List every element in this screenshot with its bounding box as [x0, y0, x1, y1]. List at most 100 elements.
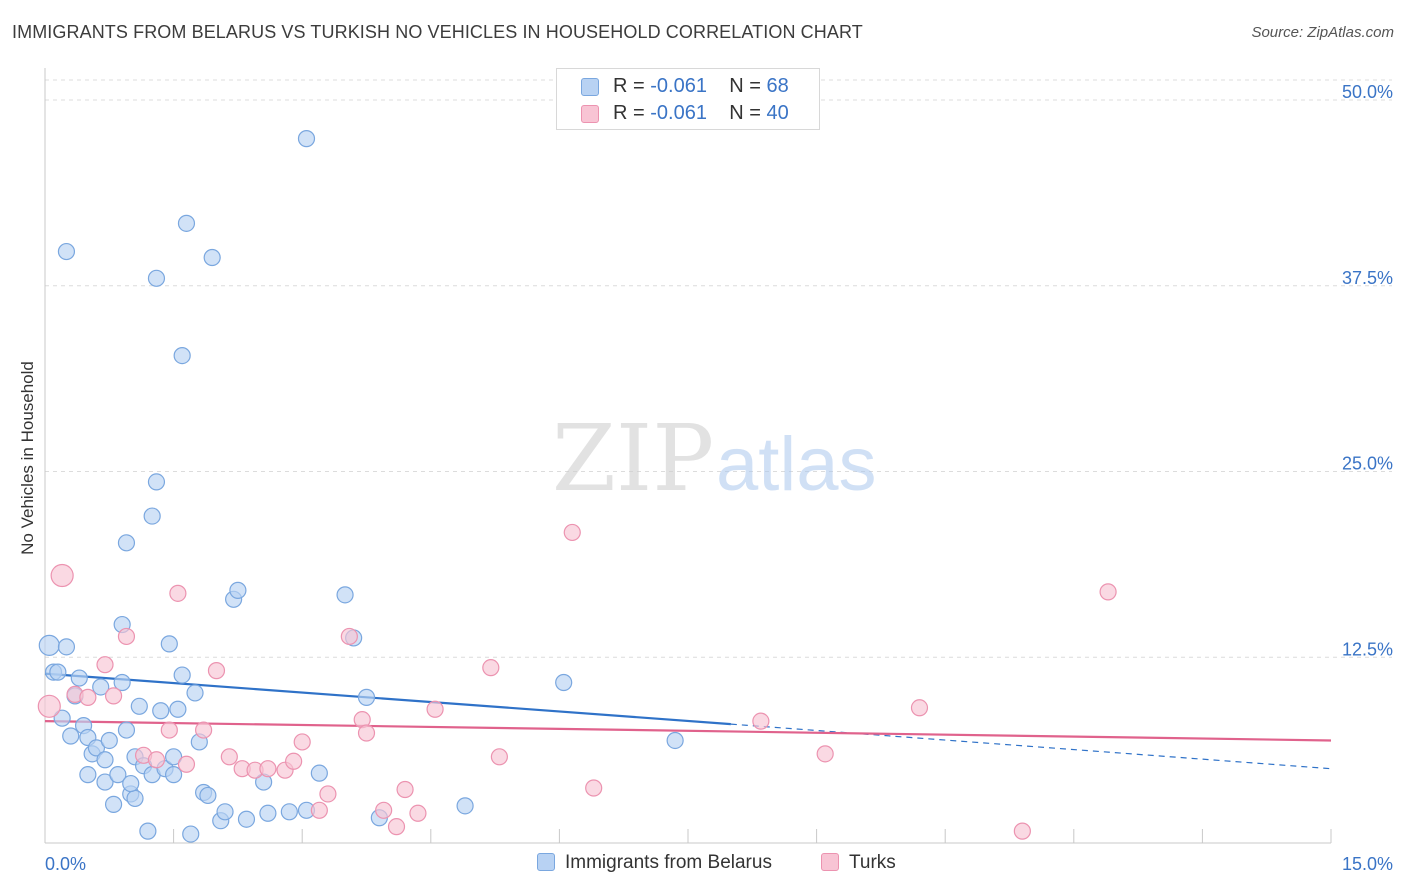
turks-point [285, 752, 303, 770]
turks-point [816, 745, 834, 763]
belarus-point [357, 688, 376, 706]
turks-point [340, 627, 358, 646]
belarus-point [152, 702, 170, 720]
belarus-point [143, 507, 161, 525]
belarus-trend-line [44, 672, 731, 726]
turks-point [259, 760, 277, 778]
belarus-point [96, 751, 114, 769]
belarus-point [96, 773, 114, 791]
r-label: R = [613, 102, 645, 124]
turks-point [160, 721, 178, 739]
belarus-point [79, 766, 97, 784]
belarus-point [165, 748, 183, 766]
belarus-point [229, 581, 247, 599]
turks-point [426, 700, 444, 718]
turks-point [195, 721, 213, 739]
turks-point [752, 712, 770, 730]
bottom-legend-turks[interactable]: Turks [821, 852, 896, 874]
n-label: N = [729, 75, 761, 97]
turks-point [177, 755, 196, 773]
turks-point [147, 751, 166, 769]
belarus-point [130, 697, 148, 715]
y-tick-label: 25.0% [1342, 454, 1393, 474]
belarus-point [62, 727, 80, 745]
watermark: ZIP atlas [552, 405, 877, 512]
belarus-point [122, 774, 140, 793]
turks-point [207, 662, 226, 680]
belarus-point [113, 673, 131, 692]
belarus-point [49, 663, 67, 681]
belarus-legend-label: Immigrants from Belarus [565, 852, 772, 873]
grid-lines [45, 79, 1392, 658]
belarus-point [186, 684, 204, 702]
tick-labels: 12.5% 25.0% 37.5% 50.0% 0.0% 15.0% [45, 82, 1393, 874]
y-tick-label: 12.5% [1342, 639, 1393, 659]
y-tick-label: 50.0% [1342, 82, 1393, 102]
belarus-n-value: 68 [766, 75, 789, 97]
belarus-point [182, 825, 200, 843]
turks-point [910, 699, 929, 717]
belarus-swatch [581, 78, 599, 96]
turks-point [1013, 822, 1031, 840]
turks-point [396, 780, 414, 799]
belarus-point [237, 810, 256, 828]
belarus-point [87, 739, 106, 757]
correlation-legend: R = -0.061 N = 68 R = -0.061 N = 40 [556, 68, 820, 130]
x-tick-label: 0.0% [45, 854, 86, 874]
turks-point [585, 779, 603, 797]
turks-point [409, 804, 427, 822]
belarus-point [92, 678, 110, 696]
turks-point [169, 584, 187, 602]
turks-point [104, 687, 123, 705]
belarus-point [57, 638, 76, 656]
belarus-point [173, 346, 191, 365]
belarus-point [38, 634, 60, 656]
y-tick-label: 37.5% [1342, 268, 1393, 288]
belarus-point [117, 534, 136, 552]
belarus-point [126, 789, 144, 808]
turks-point [387, 818, 406, 836]
x-tick-label: 15.0% [1342, 854, 1393, 874]
belarus-point [169, 700, 187, 718]
turks-r-value: -0.061 [650, 102, 707, 124]
belarus-point [173, 666, 191, 684]
turks-point [482, 659, 500, 677]
turks-point [50, 563, 74, 588]
belarus-point [100, 731, 118, 750]
belarus-point [216, 803, 234, 821]
belarus-point [160, 635, 178, 653]
belarus-point [139, 822, 157, 840]
belarus-point [336, 586, 354, 604]
data-points [37, 130, 1117, 843]
belarus-r-value: -0.061 [650, 75, 707, 97]
chart-title: IMMIGRANTS FROM BELARUS VS TURKISH NO VE… [12, 22, 863, 42]
belarus-point [147, 269, 166, 287]
turks-swatch [581, 105, 599, 123]
belarus-point [297, 130, 316, 148]
belarus-point [280, 803, 298, 821]
watermark-zip: ZIP [552, 405, 714, 512]
watermark-atlas: atlas [716, 422, 877, 507]
turks-point [293, 733, 311, 751]
belarus-point [259, 804, 277, 822]
turks-trend-line [44, 720, 1332, 742]
belarus-legend-swatch [537, 853, 555, 871]
turks-legend-swatch [821, 853, 839, 871]
turks-point [220, 748, 238, 766]
turks-legend-label: Turks [849, 852, 896, 873]
belarus-point [104, 795, 123, 813]
belarus-point [147, 473, 166, 491]
bottom-legend-belarus[interactable]: Immigrants from Belarus [537, 852, 772, 874]
turks-point [37, 694, 61, 718]
chart-source: Source: ZipAtlas.com [1251, 24, 1394, 41]
trend-lines [44, 672, 1332, 770]
belarus-point [177, 214, 196, 232]
belarus-trend-extension [730, 723, 1332, 770]
belarus-point [109, 766, 127, 784]
belarus-point [117, 721, 136, 739]
turks-point [1099, 583, 1117, 601]
turks-point [310, 801, 328, 819]
turks-point [96, 656, 114, 674]
belarus-point [203, 248, 221, 267]
